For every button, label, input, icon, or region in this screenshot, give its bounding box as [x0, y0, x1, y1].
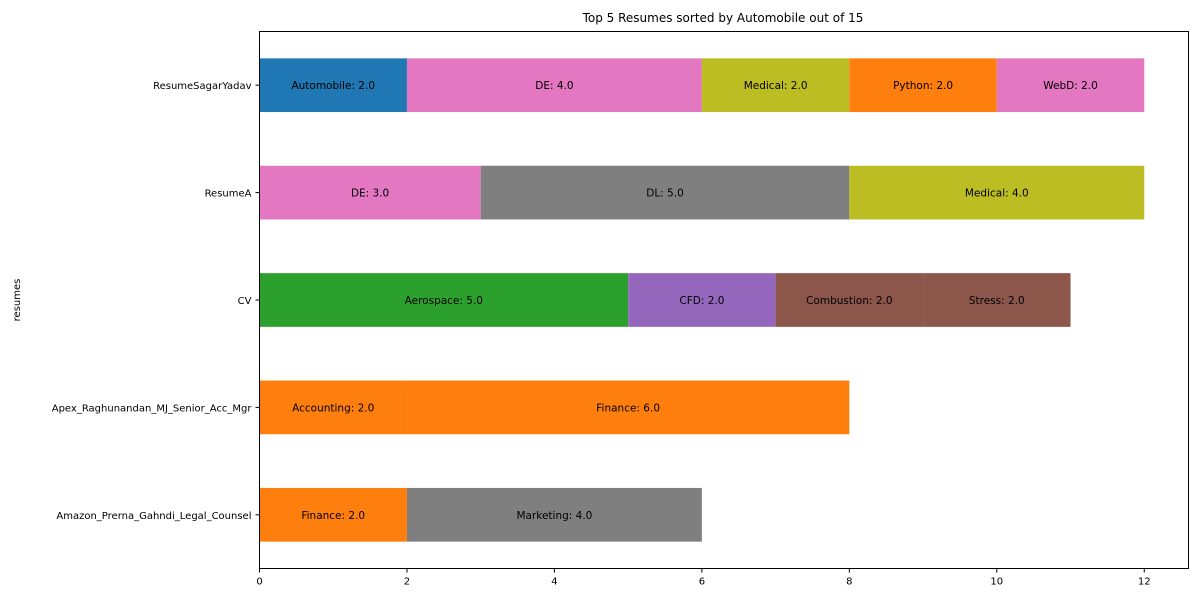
- y-tick-label: CV: [238, 296, 252, 307]
- x-tick-label: 12: [1138, 577, 1151, 588]
- bar-segment-label: Finance: 2.0: [301, 510, 365, 522]
- y-tick-label: Amazon_Prerna_Gahndi_Legal_Counsel: [56, 511, 251, 522]
- bar-segment: [259, 273, 629, 327]
- bar-segment: [480, 165, 850, 220]
- ticks-layer: ResumeSagarYadav ResumeA CV Apex_Raghunanda…: [52, 81, 1151, 587]
- x-tick-label: 6: [699, 577, 705, 588]
- chart-title: Top 5 Resumes sorted by Automobile out o…: [582, 11, 864, 25]
- bar-segment-label: Medical: 2.0: [744, 80, 808, 92]
- plot-frame: [259, 31, 1189, 569]
- x-tick-label: 8: [846, 577, 852, 588]
- bar-segment: [406, 58, 702, 113]
- bars-layer: Automobile: 2.0 DE: 4.0 Medical: 2.0 Python…: [259, 58, 1145, 542]
- bar-segment: [259, 58, 407, 113]
- bar-segment: [406, 380, 850, 435]
- y-tick-label: ResumeA: [205, 189, 252, 200]
- x-tick-label: 4: [551, 577, 557, 588]
- bar-segment-label: WebD: 2.0: [1043, 80, 1098, 92]
- bar-segment: [849, 165, 1145, 220]
- bar-segment-label: Medical: 4.0: [965, 188, 1029, 200]
- bar-segment: [701, 58, 850, 113]
- bar-segment-label: Stress: 2.0: [969, 295, 1025, 307]
- bar-segment: [923, 273, 1071, 327]
- bar-segment: [849, 58, 997, 113]
- bar-segment-label: DL: 5.0: [646, 188, 684, 200]
- y-axis-label: resumes: [12, 279, 23, 322]
- bar-segment: [259, 165, 481, 220]
- bar-segment: [259, 380, 407, 435]
- bar-segment-label: Aerospace: 5.0: [405, 295, 483, 307]
- bar-segment-label: Combustion: 2.0: [806, 295, 892, 307]
- bar-segment: [259, 487, 407, 542]
- bar-segment-label: Finance: 6.0: [596, 402, 660, 414]
- bar-segment: [406, 487, 702, 542]
- bar-segment-label: Marketing: 4.0: [516, 510, 592, 522]
- bar-segment-label: DE: 3.0: [351, 188, 389, 200]
- bar-segment-label: Python: 2.0: [893, 80, 953, 92]
- y-tick-label: Apex_Raghunandan_MJ_Senior_Acc_Mgr: [52, 403, 253, 414]
- bar-segment: [628, 273, 776, 327]
- y-tick-label: ResumeSagarYadav: [153, 81, 251, 92]
- x-tick-label: 0: [256, 577, 262, 588]
- bar-segment-label: CFD: 2.0: [679, 295, 724, 307]
- bar-segment-label: DE: 4.0: [535, 80, 573, 92]
- x-tick-label: 10: [990, 577, 1003, 588]
- bar-segment: [775, 273, 924, 327]
- bar-segment-label: Accounting: 2.0: [292, 402, 374, 414]
- bar-segment-label: Automobile: 2.0: [291, 80, 375, 92]
- bar-segment: [996, 58, 1145, 113]
- x-tick-label: 2: [404, 577, 410, 588]
